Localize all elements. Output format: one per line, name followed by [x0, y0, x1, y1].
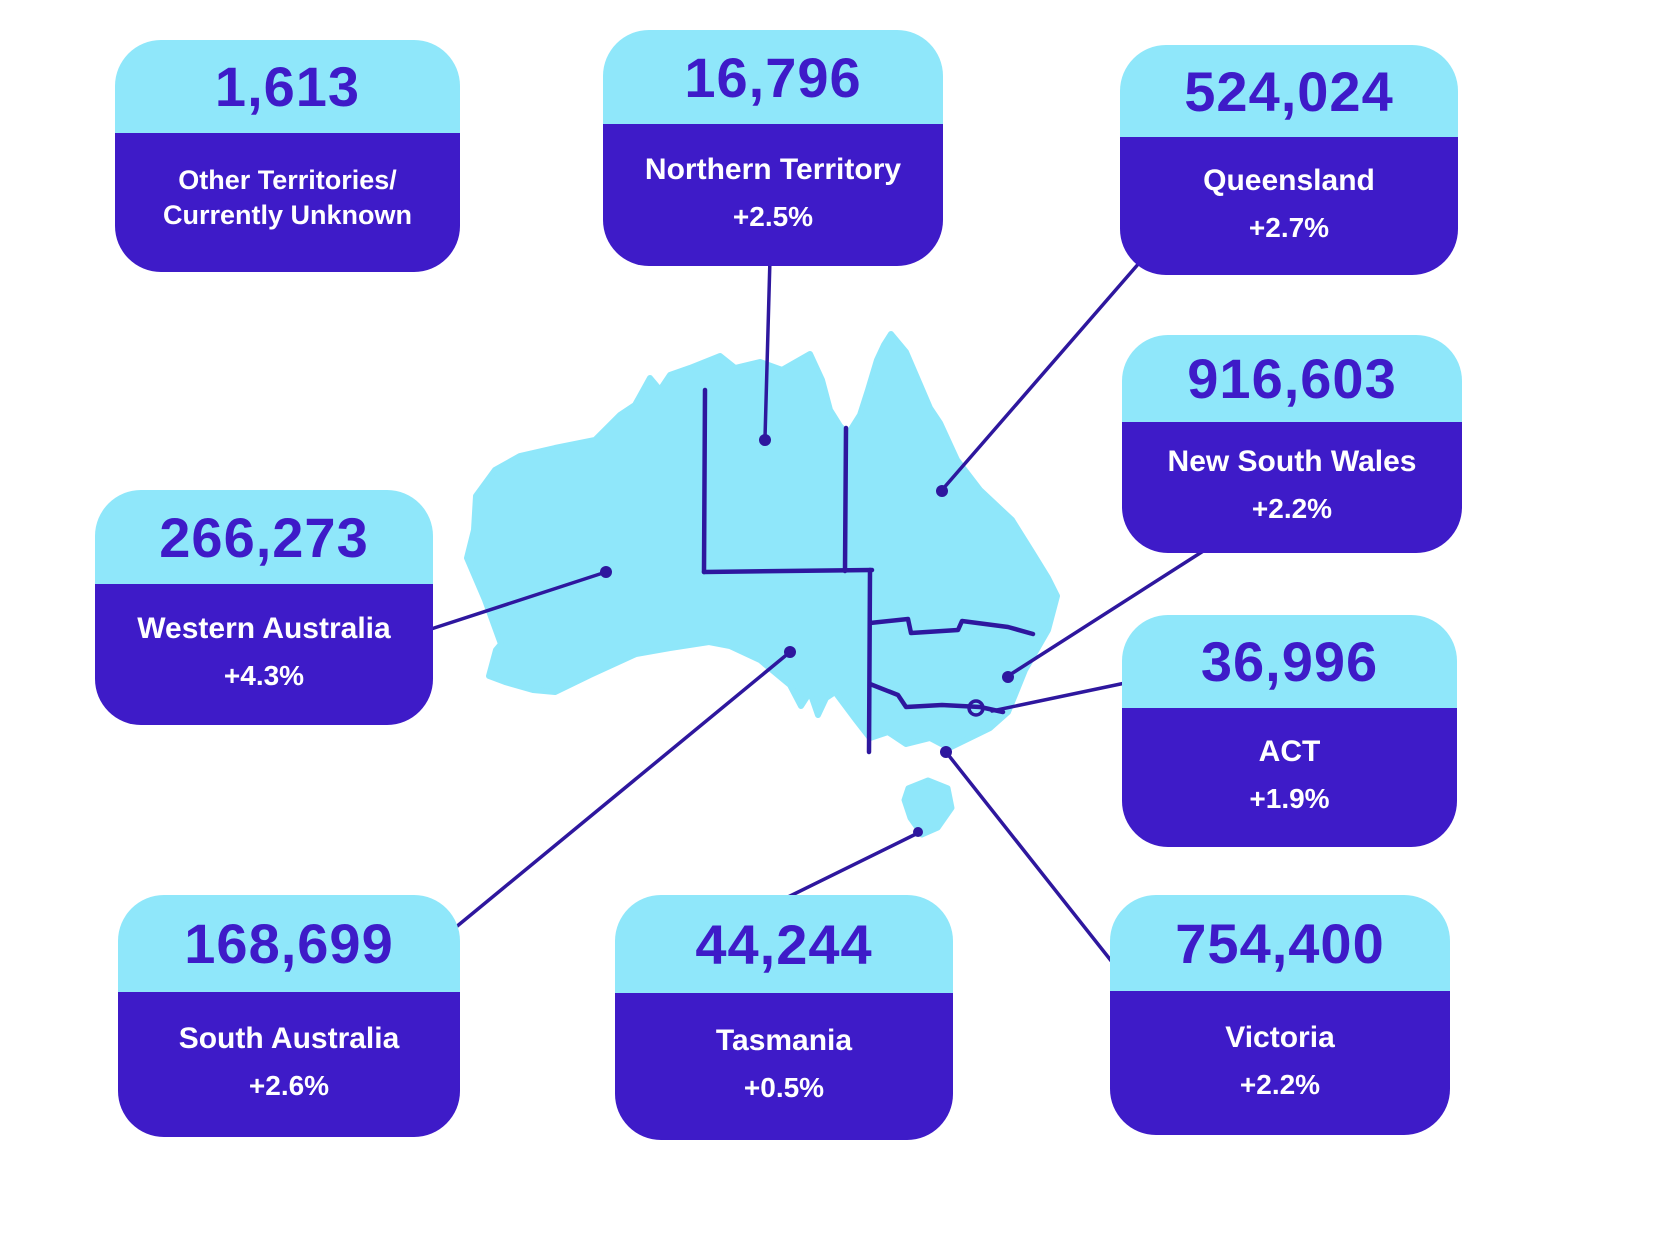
stat-change: +2.7% [1248, 211, 1330, 243]
connector-south-australia [448, 650, 792, 934]
stat-card-western-australia: 266,273 Western Australia +4.3% [95, 490, 433, 725]
australia-map [464, 331, 1060, 838]
border-wa-nt [701, 387, 708, 575]
stat-label-block: Northern Territory +2.5% [603, 124, 943, 266]
stat-change: +0.5% [743, 1072, 825, 1103]
connector-queensland [940, 260, 1142, 492]
stat-name: ACT [1258, 734, 1321, 768]
stat-name: Queensland [1203, 163, 1375, 197]
stat-value: 44,244 [615, 895, 953, 993]
stat-value: 524,024 [1120, 45, 1458, 137]
border-nsw-vic [867, 681, 1006, 715]
stat-card-northern-territory: 16,796 Northern Territory +2.5% [603, 30, 943, 266]
map-dot-northern-territory [759, 434, 771, 446]
border-sa-east [866, 567, 873, 755]
stat-value: 754,400 [1110, 895, 1450, 991]
stat-card-act: 36,996 ACT +1.9% [1122, 615, 1457, 847]
stat-value: 36,996 [1122, 615, 1457, 708]
stat-name: New South Wales [1167, 445, 1417, 479]
stat-card-victoria: 754,400 Victoria +2.2% [1110, 895, 1450, 1135]
border-qld-nsw [867, 616, 1036, 637]
stat-value: 1,613 [115, 40, 460, 133]
map-dot-queensland [936, 485, 948, 497]
stat-change: +2.6% [248, 1069, 330, 1101]
stat-value: 168,699 [118, 895, 460, 992]
stat-label-block: Other Territories/ Currently Unknown [115, 132, 460, 272]
stat-name: Victoria [1225, 1020, 1335, 1054]
stat-change: +4.3% [223, 660, 305, 691]
stat-change: +2.5% [732, 200, 814, 232]
stat-change: +1.9% [1249, 782, 1330, 814]
connector-northern-territory [763, 256, 772, 440]
stat-value: 266,273 [95, 490, 433, 584]
act-marker [967, 699, 985, 717]
stat-name: Western Australia [137, 612, 391, 645]
map-dot-victoria [940, 746, 952, 758]
stat-label-block: South Australia +2.6% [118, 991, 460, 1137]
stat-change: +2.2% [1239, 1068, 1321, 1100]
stat-name: South Australia [178, 1021, 400, 1055]
tasmania-shape [901, 777, 955, 838]
connector-act [990, 680, 1132, 713]
stat-name: Tasmania [715, 1024, 853, 1057]
connector-tasmania [784, 831, 920, 900]
map-dot-south-australia [784, 646, 796, 658]
stat-card-south-australia: 168,699 South Australia +2.6% [118, 895, 460, 1137]
stat-label-block: New South Wales +2.2% [1122, 422, 1462, 553]
stat-label-block: Queensland +2.7% [1120, 137, 1458, 275]
connector-victoria [944, 750, 1122, 974]
map-dot-tasmania [913, 827, 923, 837]
stat-name: Other Territories/ [178, 165, 397, 196]
australia-mainland-shape [464, 331, 1060, 751]
border-nt-qld [842, 425, 849, 574]
stat-label-block: Victoria +2.2% [1110, 991, 1450, 1135]
stat-label-block: Western Australia +4.3% [95, 584, 433, 725]
stat-label-block: ACT +1.9% [1122, 707, 1457, 847]
stat-value: 16,796 [603, 30, 943, 125]
connector-western-australia [426, 570, 608, 632]
stat-label-block: Tasmania +0.5% [615, 993, 953, 1140]
stat-card-other-territories: 1,613 Other Territories/ Currently Unkno… [115, 40, 460, 272]
stat-value: 916,603 [1122, 335, 1462, 423]
stat-change: +2.2% [1251, 493, 1333, 525]
stat-name-line2: Currently Unknown [162, 200, 412, 231]
map-dot-western-australia [600, 566, 612, 578]
map-dot-new-south-wales [1002, 671, 1014, 683]
stat-card-new-south-wales: 916,603 New South Wales +2.2% [1122, 335, 1462, 553]
stat-card-tasmania: 44,244 Tasmania +0.5% [615, 895, 953, 1140]
border-lat26 [701, 567, 875, 575]
stat-card-queensland: 524,024 Queensland +2.7% [1120, 45, 1458, 275]
stat-name: Northern Territory [644, 152, 902, 186]
